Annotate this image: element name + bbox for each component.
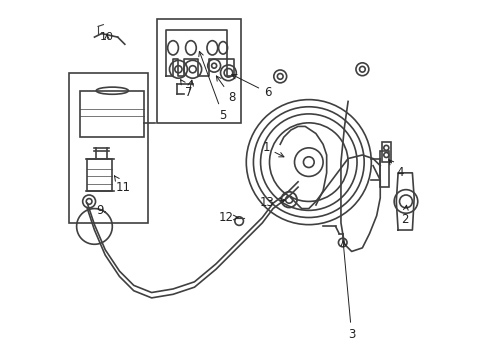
Text: 1: 1 <box>262 141 284 157</box>
Bar <box>87 158 112 191</box>
Text: 4: 4 <box>388 160 403 179</box>
Text: 8: 8 <box>216 76 235 104</box>
Text: 13: 13 <box>260 196 285 209</box>
Text: 12: 12 <box>218 211 238 224</box>
Text: 9: 9 <box>96 204 103 217</box>
Text: 3: 3 <box>341 241 355 341</box>
Text: 11: 11 <box>114 176 130 194</box>
Bar <box>381 143 390 162</box>
Bar <box>157 19 241 123</box>
Bar <box>69 73 148 223</box>
Text: 7: 7 <box>180 80 192 99</box>
Bar <box>80 91 144 137</box>
Text: 5: 5 <box>199 51 226 122</box>
Bar <box>380 152 388 187</box>
Text: 10: 10 <box>100 32 114 42</box>
Text: 6: 6 <box>231 75 271 99</box>
Text: 2: 2 <box>400 205 407 226</box>
